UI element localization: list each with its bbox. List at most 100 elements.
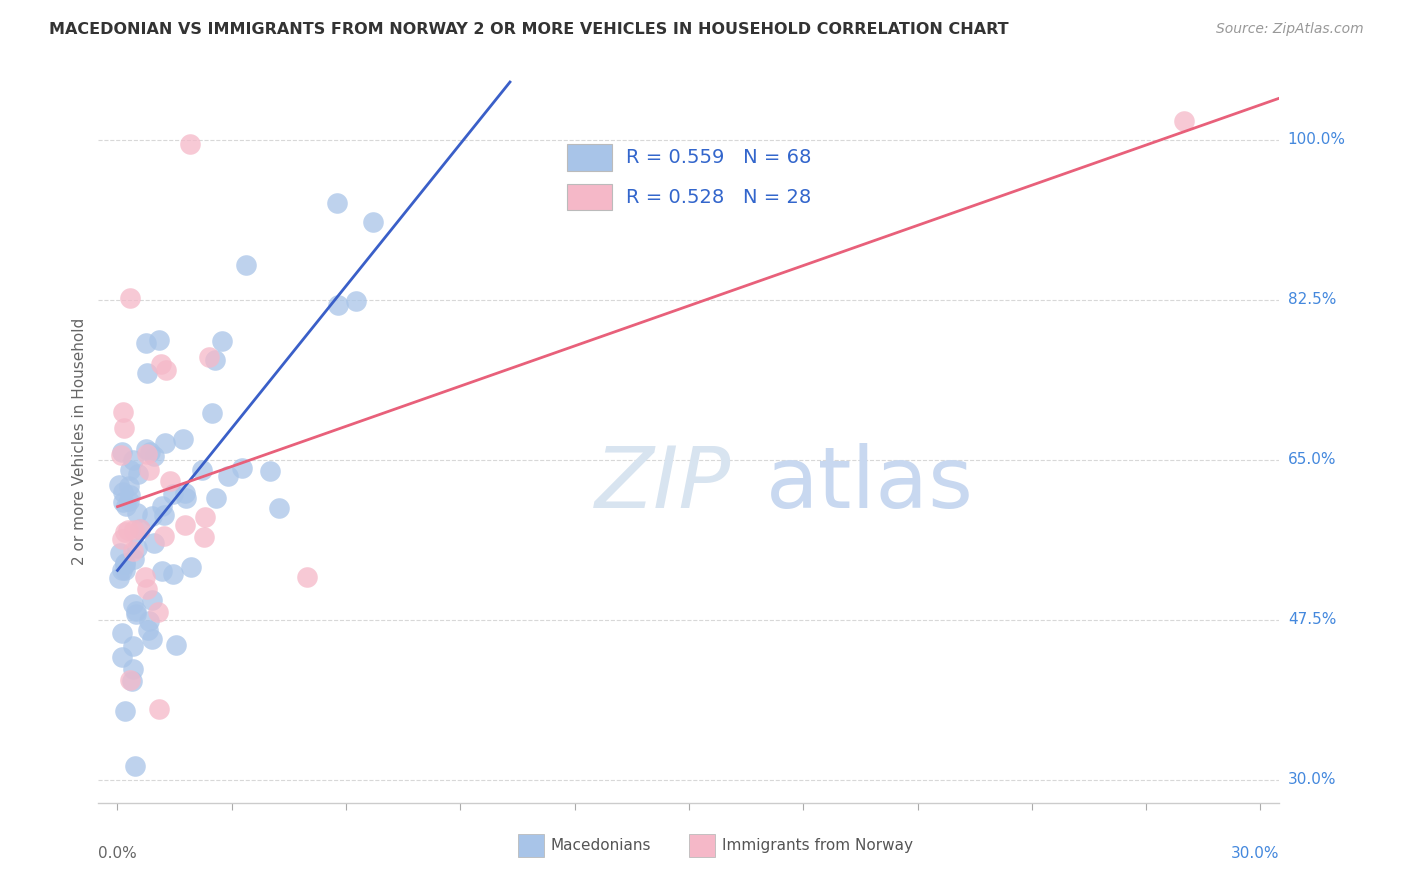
Text: 30.0%: 30.0%: [1232, 847, 1279, 861]
Point: [194, 510, 217, 524]
FancyBboxPatch shape: [517, 834, 544, 857]
Point: [115, 499, 138, 513]
Point: [108, 477, 131, 491]
Text: R = 0.559   N = 68: R = 0.559 N = 68: [626, 148, 811, 167]
Point: [135, 367, 157, 381]
Point: [110, 448, 132, 462]
Text: Source: ZipAtlas.com: Source: ZipAtlas.com: [1216, 22, 1364, 37]
Point: [125, 607, 148, 621]
Point: [218, 469, 240, 483]
Point: [135, 442, 157, 456]
Point: [328, 298, 350, 312]
Point: [155, 363, 177, 377]
Point: [114, 557, 136, 571]
Point: [162, 566, 184, 581]
Text: atlas: atlas: [766, 443, 974, 526]
Text: 47.5%: 47.5%: [1288, 613, 1336, 627]
Point: [120, 291, 142, 305]
Point: [155, 435, 177, 450]
Point: [150, 565, 173, 579]
Point: [111, 625, 134, 640]
Point: [149, 357, 172, 371]
Point: [136, 623, 159, 637]
Point: [179, 137, 201, 152]
Point: [122, 452, 145, 467]
Point: [193, 530, 215, 544]
Point: [235, 258, 257, 272]
Point: [142, 449, 165, 463]
Point: [128, 522, 150, 536]
Point: [295, 570, 318, 584]
Text: Macedonians: Macedonians: [551, 838, 651, 853]
Point: [122, 662, 145, 676]
Point: [165, 638, 187, 652]
Point: [118, 493, 141, 508]
Point: [138, 614, 160, 628]
Point: [120, 488, 142, 502]
Point: [211, 334, 233, 348]
Point: [122, 524, 145, 538]
Point: [111, 532, 134, 546]
Point: [1173, 114, 1195, 128]
FancyBboxPatch shape: [568, 145, 612, 171]
Point: [148, 334, 170, 348]
Point: [201, 405, 224, 419]
Point: [269, 501, 291, 516]
Point: [139, 445, 162, 459]
FancyBboxPatch shape: [689, 834, 714, 857]
Point: [259, 464, 281, 478]
Point: [135, 447, 157, 461]
Point: [114, 524, 136, 539]
Point: [124, 759, 146, 773]
Point: [141, 593, 163, 607]
Point: [136, 582, 159, 596]
Point: [142, 536, 165, 550]
Point: [135, 335, 157, 350]
Point: [141, 508, 163, 523]
Point: [173, 518, 195, 533]
Point: [146, 605, 169, 619]
Text: 100.0%: 100.0%: [1288, 132, 1346, 147]
Point: [125, 604, 148, 618]
Point: [121, 673, 143, 688]
FancyBboxPatch shape: [568, 184, 612, 211]
Text: MACEDONIAN VS IMMIGRANTS FROM NORWAY 2 OR MORE VEHICLES IN HOUSEHOLD CORRELATION: MACEDONIAN VS IMMIGRANTS FROM NORWAY 2 O…: [49, 22, 1010, 37]
Y-axis label: 2 or more Vehicles in Household: 2 or more Vehicles in Household: [72, 318, 87, 566]
Point: [129, 522, 152, 536]
Text: R = 0.528   N = 28: R = 0.528 N = 28: [626, 187, 811, 207]
Point: [204, 353, 226, 368]
Point: [117, 479, 139, 493]
Text: 82.5%: 82.5%: [1288, 293, 1336, 307]
Point: [118, 673, 141, 687]
Point: [197, 351, 219, 365]
Point: [148, 701, 170, 715]
Point: [114, 704, 136, 718]
Point: [127, 467, 149, 482]
Point: [125, 506, 148, 520]
Point: [121, 543, 143, 558]
Point: [114, 556, 136, 570]
Point: [141, 632, 163, 647]
Point: [176, 491, 198, 506]
Point: [150, 499, 173, 513]
Text: Immigrants from Norway: Immigrants from Norway: [723, 838, 912, 853]
Point: [125, 541, 148, 556]
Point: [112, 485, 135, 500]
Text: 0.0%: 0.0%: [98, 847, 138, 861]
Point: [112, 421, 135, 435]
Point: [153, 508, 176, 522]
Point: [344, 294, 367, 309]
Point: [122, 597, 145, 611]
Point: [172, 432, 194, 446]
Point: [162, 487, 184, 501]
Point: [173, 485, 195, 500]
Text: 65.0%: 65.0%: [1288, 452, 1336, 467]
Point: [108, 546, 131, 560]
Point: [117, 523, 139, 537]
Point: [361, 214, 384, 228]
Point: [111, 405, 134, 419]
Point: [108, 571, 131, 585]
Point: [204, 491, 226, 505]
Point: [138, 463, 160, 477]
Point: [120, 463, 142, 477]
